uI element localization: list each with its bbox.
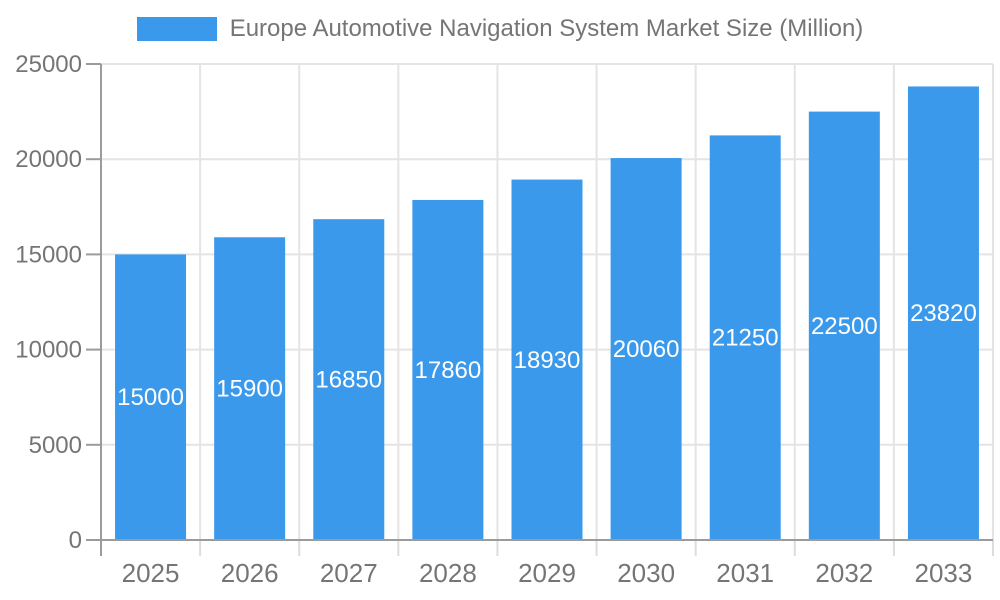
bar-value-label: 16850: [315, 367, 382, 394]
y-axis-tick-label: 25000: [15, 51, 82, 78]
x-axis-tick-label: 2028: [419, 558, 477, 588]
x-axis-tick-label: 2026: [221, 558, 279, 588]
legend-item[interactable]: Europe Automotive Navigation System Mark…: [0, 15, 1000, 43]
y-axis-tick-label: 20000: [15, 146, 82, 173]
y-axis-tick-label: 10000: [15, 337, 82, 364]
bar-value-label: 15900: [216, 376, 283, 403]
bar[interactable]: [511, 179, 583, 540]
bar[interactable]: [808, 111, 880, 540]
bar[interactable]: [907, 86, 979, 541]
bar-value-label: 18930: [514, 347, 581, 374]
bar-value-label: 22500: [811, 313, 878, 340]
bar[interactable]: [313, 219, 385, 540]
y-axis-tick-label: 0: [69, 527, 82, 554]
bar-value-label: 17860: [415, 357, 482, 384]
x-axis-tick-label: 2025: [122, 558, 180, 588]
x-axis-tick-label: 2031: [716, 558, 774, 588]
bar[interactable]: [115, 254, 187, 540]
bar-value-label: 20060: [613, 336, 680, 363]
x-axis-tick-label: 2032: [815, 558, 873, 588]
legend-swatch: [136, 17, 217, 41]
x-axis-tick-label: 2033: [915, 558, 973, 588]
y-axis-tick-label: 15000: [15, 241, 82, 268]
x-axis-tick-label: 2027: [320, 558, 378, 588]
y-axis-tick-label: 5000: [29, 432, 82, 459]
bar[interactable]: [709, 135, 781, 540]
bar[interactable]: [412, 199, 484, 540]
x-axis-tick-label: 2030: [617, 558, 675, 588]
bar-value-label: 15000: [117, 384, 184, 411]
bar-value-label: 23820: [910, 300, 977, 327]
bar-value-label: 21250: [712, 325, 779, 352]
x-axis-tick-label: 2029: [518, 558, 576, 588]
bar[interactable]: [610, 158, 682, 540]
legend-label: Europe Automotive Navigation System Mark…: [229, 15, 864, 42]
bar[interactable]: [214, 237, 286, 540]
